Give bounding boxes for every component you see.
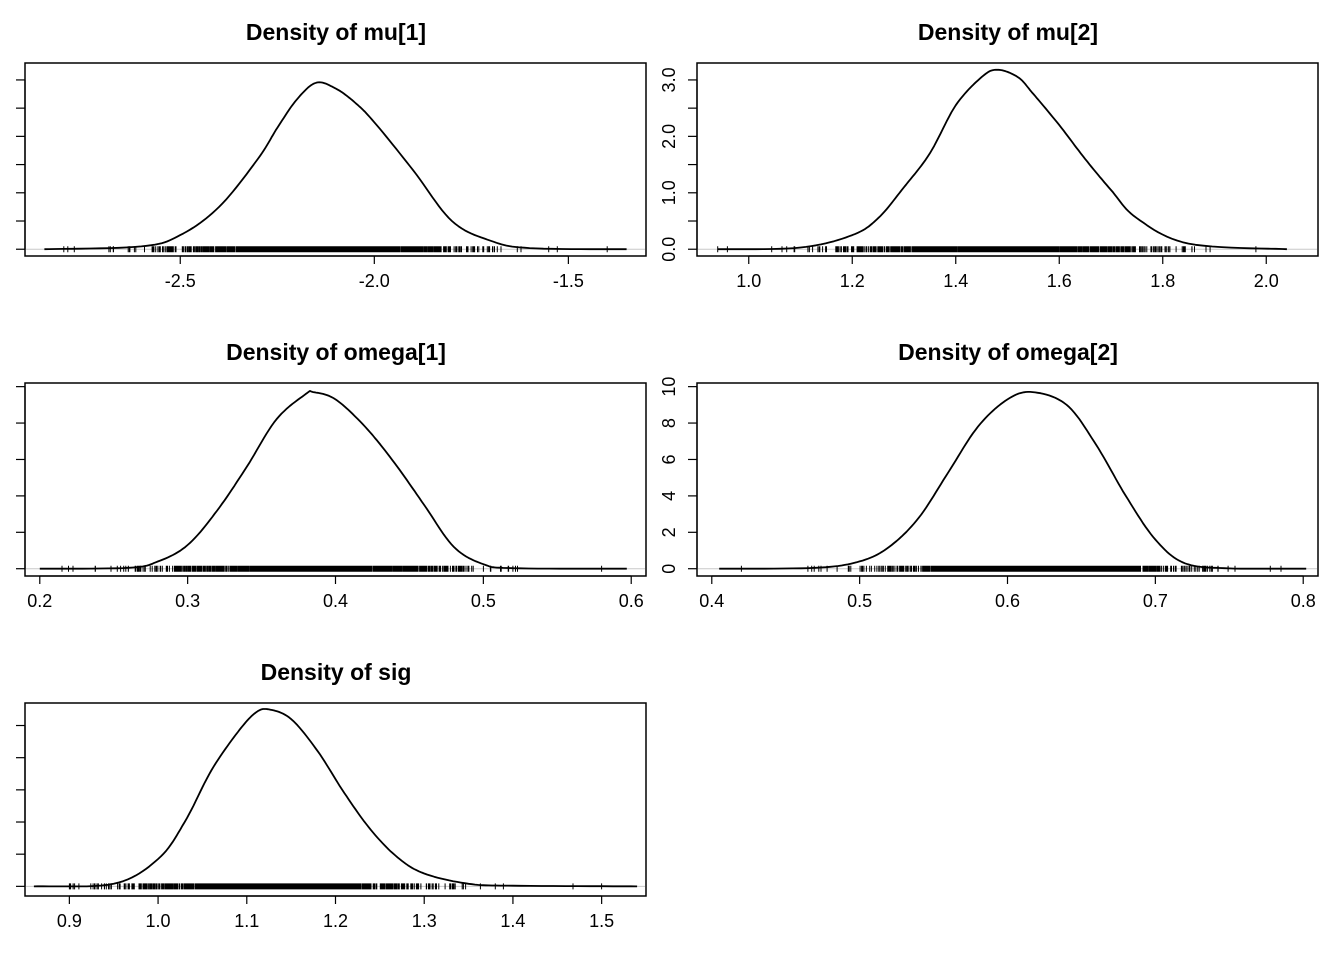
density-curve-omega1 xyxy=(39,390,627,570)
x-tick-label-sig: 1.2 xyxy=(323,911,348,931)
x-tick-label-sig: 1.4 xyxy=(500,911,525,931)
x-tick-label-sig: 1.1 xyxy=(234,911,259,931)
plot-frame-sig xyxy=(24,702,647,897)
panel-density-omega2: Density of omega[2] 0.4 0.5 0.6 0.7 0.8 0 2 4 6 8… xyxy=(659,339,1319,611)
panel-density-sig: Density of sig 0.9 1.0 1.1 1.2 1.3 1.4 1.5 xyxy=(16,659,647,931)
plot-content-omega2: 0.4 0.5 0.6 0.7 0.8 0 2 4 6 8 10 xyxy=(659,377,1317,611)
x-tick-label-sig: 1.0 xyxy=(146,911,171,931)
x-tick-label-mu2: 2.0 xyxy=(1254,271,1279,291)
x-tick-label-mu2: 1.0 xyxy=(736,271,761,291)
x-tick-label-mu2: 1.2 xyxy=(840,271,865,291)
x-tick-label-omega1: 0.6 xyxy=(619,591,644,611)
x-tick-label-omega1: 0.5 xyxy=(471,591,496,611)
x-tick-label-mu1: -2.0 xyxy=(359,271,390,291)
x-tick-label-omega2: 0.6 xyxy=(995,591,1020,611)
panel-density-omega1: Density of omega[1] 0.2 0.3 0.4 0.5 0.6 xyxy=(16,339,647,611)
panel-title-mu1: Density of mu[1] xyxy=(246,19,426,45)
x-tick-label-mu2: 1.4 xyxy=(943,271,968,291)
density-curve-omega2 xyxy=(719,391,1307,570)
panel-title-sig: Density of sig xyxy=(261,659,412,685)
density-curve-sig xyxy=(33,708,638,888)
x-tick-label-omega2: 0.4 xyxy=(699,591,724,611)
rug-marks-mu1 xyxy=(63,246,608,253)
plot-frame-mu1 xyxy=(24,62,647,257)
x-tick-label-sig: 1.3 xyxy=(412,911,437,931)
rug-marks-omega1 xyxy=(61,565,603,572)
plot-content-mu1: -2.5 -2.0 -1.5 xyxy=(16,79,645,291)
x-tick-label-omega2: 0.8 xyxy=(1291,591,1316,611)
x-tick-label-omega2: 0.7 xyxy=(1143,591,1168,611)
panel-density-mu2: Density of mu[2] 1.0 1.2 1.4 1.6 1.8 2.00.01.… xyxy=(659,19,1319,291)
x-tick-label-omega1: 0.3 xyxy=(175,591,200,611)
y-tick-label-omega2: 10 xyxy=(659,377,679,397)
x-tick-label-mu1: -2.5 xyxy=(165,271,196,291)
density-curve-mu1 xyxy=(44,81,627,251)
plot-content-omega1: 0.2 0.3 0.4 0.5 0.6 xyxy=(16,386,645,611)
y-tick-label-omega2: 2 xyxy=(659,527,679,537)
plot-content-sig: 0.9 1.0 1.1 1.2 1.3 1.4 1.5 xyxy=(16,708,645,931)
y-tick-label-mu2: 0.0 xyxy=(659,237,679,262)
x-tick-label-mu1: -1.5 xyxy=(553,271,584,291)
x-tick-label-mu2: 1.6 xyxy=(1047,271,1072,291)
x-tick-label-sig: 1.5 xyxy=(589,911,614,931)
panel-title-mu2: Density of mu[2] xyxy=(918,19,1098,45)
x-tick-label-omega1: 0.2 xyxy=(27,591,52,611)
x-tick-label-omega1: 0.4 xyxy=(323,591,348,611)
x-tick-label-mu2: 1.8 xyxy=(1150,271,1175,291)
y-tick-label-omega2: 8 xyxy=(659,418,679,428)
plot-frame-mu2 xyxy=(696,62,1319,257)
plot-content-mu2: 1.0 1.2 1.4 1.6 1.8 2.0 0.0 1.0 2.0 3.0 xyxy=(659,67,1317,291)
y-tick-label-mu2: 2.0 xyxy=(659,124,679,149)
y-tick-label-mu2: 3.0 xyxy=(659,67,679,92)
plot-frame-omega1 xyxy=(24,382,647,577)
panel-density-mu1: Density of mu[1] -2.5 -2.0 -1.5 xyxy=(16,19,647,291)
density-curve-mu2 xyxy=(717,68,1287,251)
x-tick-label-omega2: 0.5 xyxy=(847,591,872,611)
panel-title-omega2: Density of omega[2] xyxy=(898,339,1118,365)
y-tick-label-omega2: 6 xyxy=(659,454,679,464)
panel-title-omega1: Density of omega[1] xyxy=(226,339,446,365)
y-tick-label-omega2: 4 xyxy=(659,491,679,501)
rug-marks-mu2 xyxy=(717,246,1257,253)
y-tick-label-omega2: 0 xyxy=(659,564,679,574)
x-tick-label-sig: 0.9 xyxy=(57,911,82,931)
rug-marks-omega2 xyxy=(740,565,1282,572)
rug-marks-sig xyxy=(68,883,603,890)
plot-frame-omega2 xyxy=(696,382,1319,577)
y-tick-label-mu2: 1.0 xyxy=(659,180,679,205)
